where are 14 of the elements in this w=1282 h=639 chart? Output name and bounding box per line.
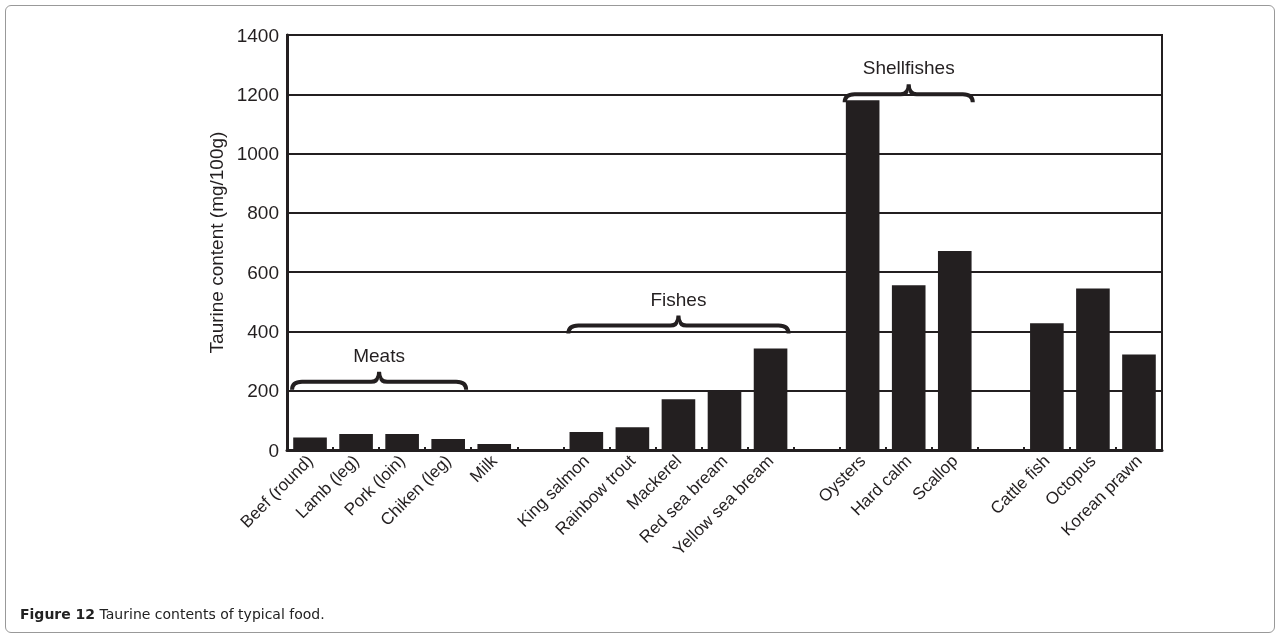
y-tick-label: 0 bbox=[268, 439, 279, 461]
y-tick-label: 600 bbox=[247, 261, 279, 283]
y-tick-label: 1400 bbox=[236, 24, 279, 46]
annotation: Shellfishes bbox=[862, 57, 955, 79]
y-tick-label: 400 bbox=[247, 320, 279, 342]
x-tick-label: Milk bbox=[466, 450, 502, 487]
caption: Figure 12 Taurine contents of typical food. bbox=[20, 606, 325, 622]
annotation: Fishes bbox=[650, 288, 707, 310]
annotation: Meats bbox=[353, 344, 405, 366]
y-tick-label: 1000 bbox=[236, 143, 279, 165]
y-tick-label: 1200 bbox=[236, 83, 279, 105]
y-axis-title: Taurine content (mg/100g) bbox=[205, 131, 227, 354]
y-tick-label: 800 bbox=[247, 202, 279, 224]
y-tick-label: 200 bbox=[247, 380, 279, 402]
